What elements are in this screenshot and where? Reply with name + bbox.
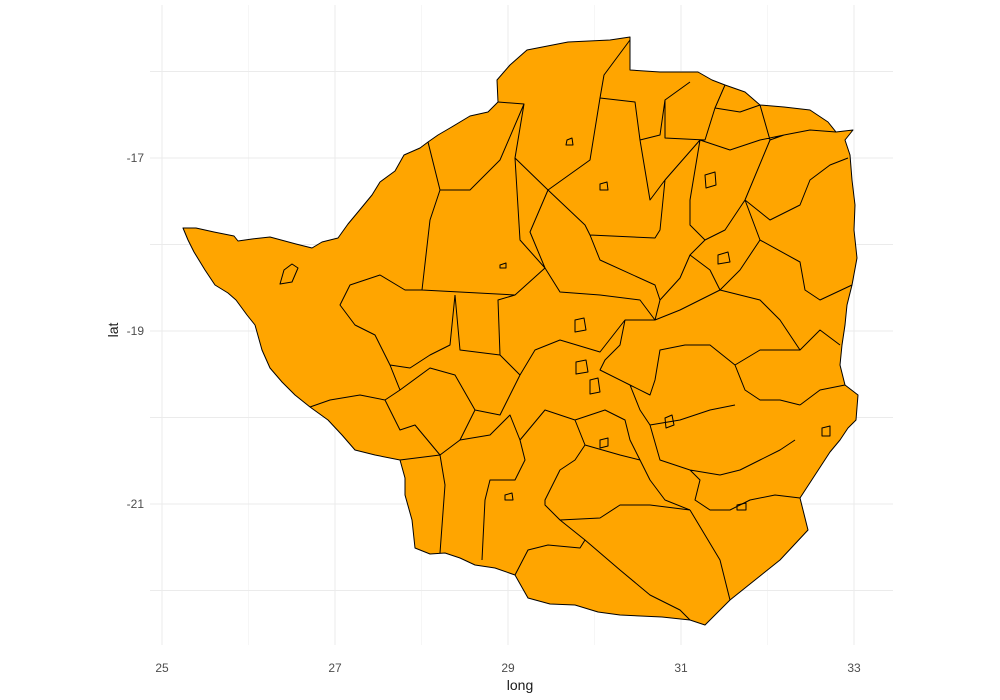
- x-tick-label: 27: [328, 661, 342, 675]
- y-axis-title: lat: [105, 323, 121, 338]
- x-axis-title: long: [507, 677, 533, 693]
- x-tick-label: 25: [155, 661, 169, 675]
- zimbabwe-district-map: [182, 36, 859, 626]
- district-borders: [309, 39, 853, 621]
- y-axis-ticks: -17 -19 -21: [127, 151, 145, 511]
- x-axis-ticks: 25 27 29 31 33: [155, 661, 861, 675]
- country-outline: [182, 36, 859, 626]
- y-tick-label: -19: [127, 324, 145, 338]
- y-tick-label: -17: [127, 151, 145, 165]
- x-tick-label: 31: [674, 661, 688, 675]
- y-tick-label: -21: [127, 497, 145, 511]
- x-tick-label: 33: [847, 661, 861, 675]
- x-tick-label: 29: [501, 661, 515, 675]
- enclave-borders: [279, 137, 831, 511]
